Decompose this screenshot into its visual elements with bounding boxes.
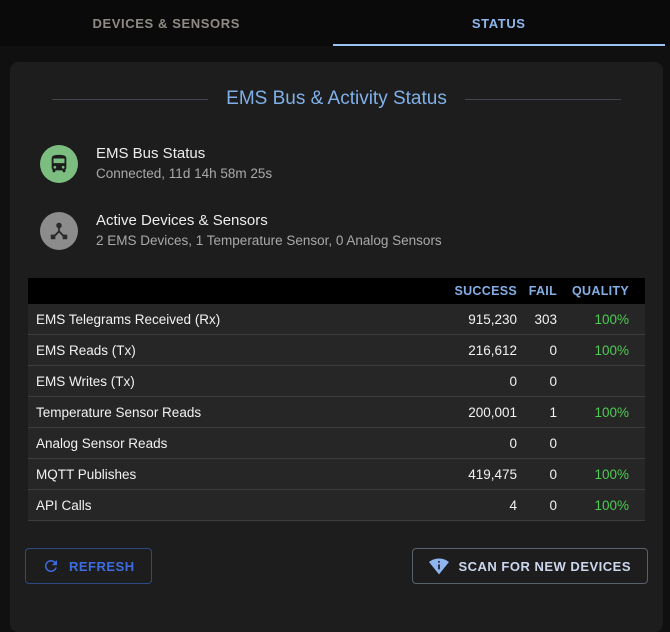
row-fail: 0 xyxy=(549,497,557,513)
header-success: SUCCESS xyxy=(454,284,517,298)
row-quality: 100% xyxy=(594,311,629,327)
row-label: Analog Sensor Reads xyxy=(36,435,168,451)
row-success: 200,001 xyxy=(468,404,517,420)
row-success: 216,612 xyxy=(468,342,517,358)
row-success: 915,230 xyxy=(468,311,517,327)
actions-row: REFRESH SCAN FOR NEW DEVICES xyxy=(25,548,648,584)
row-success: 419,475 xyxy=(468,466,517,482)
row-fail: 303 xyxy=(534,311,557,327)
status-item-active-devices: Active Devices & Sensors 2 EMS Devices, … xyxy=(40,211,663,250)
row-label: EMS Reads (Tx) xyxy=(36,342,136,358)
row-quality: 100% xyxy=(594,342,629,358)
table-row: EMS Reads (Tx) 216,612 0 100% xyxy=(28,335,645,366)
tab-bar: DEVICES & SENSORS STATUS xyxy=(0,0,670,46)
row-fail: 0 xyxy=(549,435,557,451)
table-row: EMS Telegrams Received (Rx) 915,230 303 … xyxy=(28,304,645,335)
status-item-text: Active Devices & Sensors 2 EMS Devices, … xyxy=(96,211,442,250)
page-title: EMS Bus & Activity Status xyxy=(226,88,447,109)
status-panel: EMS Bus & Activity Status EMS Bus Status… xyxy=(10,62,663,632)
scan-button-label: SCAN FOR NEW DEVICES xyxy=(458,558,631,574)
refresh-icon xyxy=(42,557,60,575)
header-fail: FAIL xyxy=(528,284,557,298)
tab-devices-sensors[interactable]: DEVICES & SENSORS xyxy=(0,0,333,46)
status-list: EMS Bus Status Connected, 11d 14h 58m 25… xyxy=(40,144,663,250)
tab-status[interactable]: STATUS xyxy=(332,0,665,46)
row-label: EMS Telegrams Received (Rx) xyxy=(36,311,221,327)
bus-icon xyxy=(40,144,78,183)
table-row: MQTT Publishes 419,475 0 100% xyxy=(28,459,645,490)
status-item-title: EMS Bus Status xyxy=(96,145,206,162)
panel-title-row: EMS Bus & Activity Status xyxy=(52,88,622,110)
table-row: EMS Writes (Tx) 0 0 xyxy=(28,366,645,397)
refresh-button-label: REFRESH xyxy=(69,558,135,574)
tab-devices-sensors-label: DEVICES & SENSORS xyxy=(92,15,240,31)
table-row: Analog Sensor Reads 0 0 xyxy=(28,428,645,459)
table-header: SUCCESS FAIL QUALITY xyxy=(28,278,645,304)
refresh-button[interactable]: REFRESH xyxy=(25,548,152,584)
row-success: 4 xyxy=(509,497,517,513)
row-quality: 100% xyxy=(594,466,629,482)
status-item-subtitle: Connected, 11d 14h 58m 25s xyxy=(96,166,273,181)
status-item-text: EMS Bus Status Connected, 11d 14h 58m 25… xyxy=(96,144,272,183)
row-fail: 0 xyxy=(549,342,557,358)
title-divider-left xyxy=(52,98,209,100)
stats-table: SUCCESS FAIL QUALITY EMS Telegrams Recei… xyxy=(28,278,645,521)
row-label: MQTT Publishes xyxy=(36,466,137,482)
table-row: Temperature Sensor Reads 200,001 1 100% xyxy=(28,397,645,428)
row-fail: 1 xyxy=(549,404,557,420)
row-fail: 0 xyxy=(549,373,557,389)
row-label: Temperature Sensor Reads xyxy=(36,404,202,420)
header-quality: QUALITY xyxy=(572,284,629,298)
device-hub-icon xyxy=(40,211,78,250)
row-label: API Calls xyxy=(36,497,92,513)
status-item-ems-bus: EMS Bus Status Connected, 11d 14h 58m 25… xyxy=(40,144,663,183)
row-quality: 100% xyxy=(594,404,629,420)
table-row: API Calls 4 0 100% xyxy=(28,490,645,521)
row-success: 0 xyxy=(509,435,517,451)
row-success: 0 xyxy=(509,373,517,389)
title-divider-right xyxy=(464,98,622,100)
status-item-subtitle: 2 EMS Devices, 1 Temperature Sensor, 0 A… xyxy=(96,233,442,248)
active-tab-indicator xyxy=(332,44,665,46)
scan-wifi-icon xyxy=(429,556,450,576)
row-label: EMS Writes (Tx) xyxy=(36,373,135,389)
row-quality: 100% xyxy=(594,497,629,513)
status-item-title: Active Devices & Sensors xyxy=(96,212,268,229)
row-fail: 0 xyxy=(549,466,557,482)
tab-status-label: STATUS xyxy=(471,15,526,31)
scan-for-new-devices-button[interactable]: SCAN FOR NEW DEVICES xyxy=(412,548,648,584)
